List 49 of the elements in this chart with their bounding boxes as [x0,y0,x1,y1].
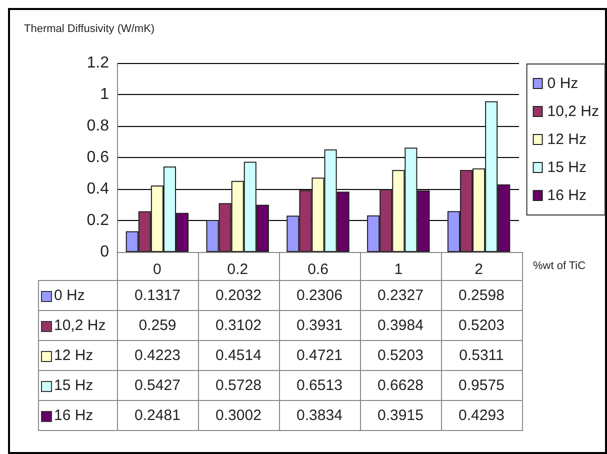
data-label: 0.1317 [117,280,198,310]
data-label: 0.2481 [117,400,198,430]
data-label: 0.3834 [279,400,360,430]
text: 12 Hz [54,347,94,364]
data-label: 0.6628 [360,370,441,400]
data-label: 0.2598 [441,280,522,310]
legend-label: 15 Hz [547,159,586,176]
data-label: 0.4514 [198,340,279,370]
legend-label: 10,2 Hz [38,310,117,340]
data-label: 0.5203 [441,310,522,340]
y-tick-label: 1 [100,86,110,103]
x-tick-label: 0 [153,261,162,278]
y-tick-label: 0.2 [86,212,110,229]
data-label: 0.5728 [198,370,279,400]
legend-label: 0 Hz [38,280,117,310]
y-tick-label: 1.2 [86,54,110,72]
text: 15 Hz [54,377,94,394]
data-label: 0.5203 [360,340,441,370]
data-label: 0.2327 [360,280,441,310]
data-label: 0.3915 [360,400,441,430]
data-label: 0.2032 [198,280,279,310]
data-label: 0.5311 [441,340,522,370]
data-label: 0.2306 [279,280,360,310]
data-label: 0.3102 [198,310,279,340]
data-label: 0.5427 [117,370,198,400]
x-axis-title: %wt of TiC [533,260,586,272]
legend-label: 12 Hz [547,131,586,148]
y-axis-title: Thermal Diffusivity (W/mK) [24,23,155,35]
y-tick-label: 0 [100,244,110,260]
y-tick-label: 0.4 [86,180,110,198]
data-label: 0.3984 [360,310,441,340]
x-tick-label: 1 [394,261,403,278]
data-label: 0.4223 [117,340,198,370]
text: 0 Hz [547,75,578,92]
data-label: 0.3931 [279,310,360,340]
y-tick-label: 0.6 [86,149,110,166]
text: 16 Hz [54,407,94,424]
x-tick-label: 2 [474,261,483,278]
data-label: 0.4721 [279,340,360,370]
data-label: 0.3002 [198,400,279,430]
x-tick-label: 0.2 [227,261,248,278]
data-label: 0.6513 [279,370,360,400]
data-label: 0.4293 [441,400,522,430]
x-tick-label: 0.6 [308,261,328,278]
data-label: 0.9575 [441,370,522,400]
text: 10,2 Hz [547,103,600,120]
legend-label: 16 Hz [547,187,586,204]
data-label: 0.259 [117,310,198,340]
y-tick-label: 0.8 [86,118,110,134]
